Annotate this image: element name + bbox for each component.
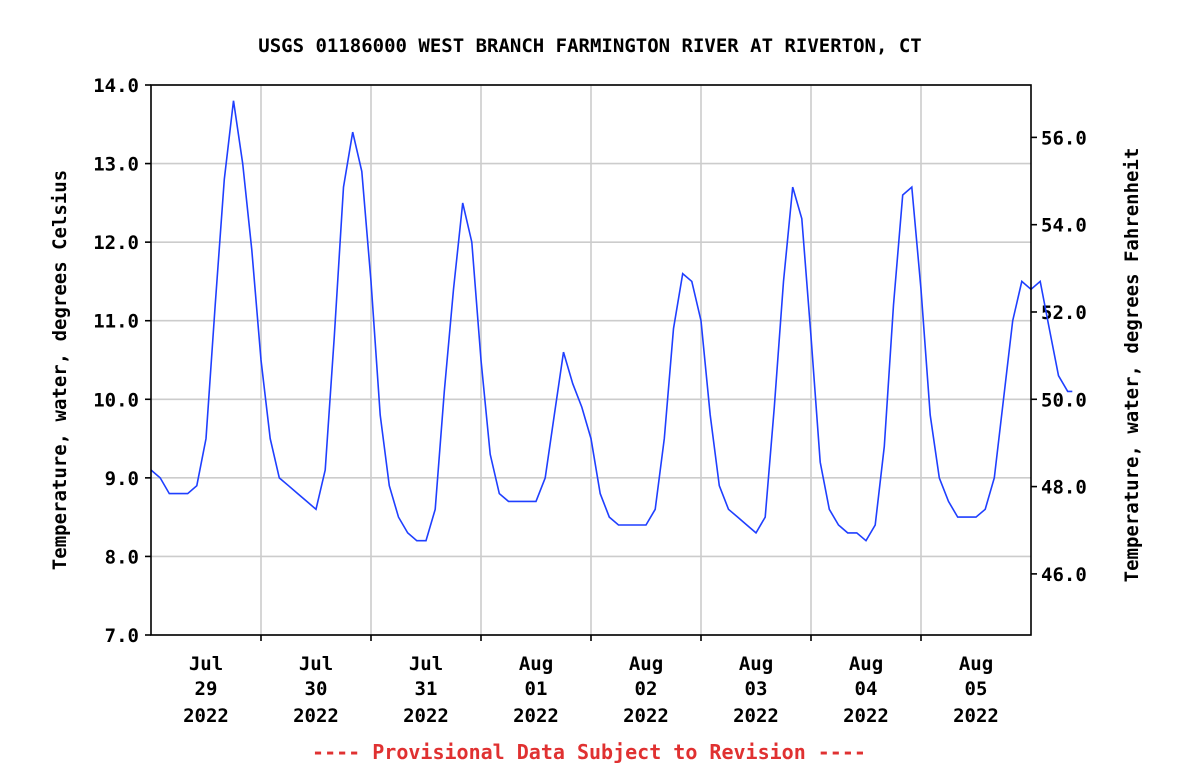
x-tick-month: Jul	[299, 653, 333, 675]
x-tick-month: Aug	[959, 653, 993, 675]
x-tick-year: 2022	[623, 705, 669, 727]
series-line	[150, 100, 1073, 542]
y-right-tick-label: 48.0	[1041, 477, 1087, 499]
y-axis-right-tick-labels: 56.0 54.0 52.0 50.0 48.0 46.0	[1041, 127, 1087, 586]
x-axis-tick-labels: Jul 29 2022 Jul 30 2022 Jul 31 2022 Aug 01 2022 Aug 0…	[183, 653, 999, 727]
x-tick-year: 2022	[183, 705, 229, 727]
x-tick-year: 2022	[403, 705, 449, 727]
x-tick-day: 29	[195, 678, 218, 700]
axis-ticks	[145, 84, 1037, 641]
x-tick-year: 2022	[843, 705, 889, 727]
x-tick-year: 2022	[953, 705, 999, 727]
y-right-tick-label: 46.0	[1041, 564, 1087, 586]
x-tick-day: 05	[965, 678, 988, 700]
y-left-tick-label: 9.0	[105, 468, 139, 490]
x-tick-year: 2022	[733, 705, 779, 727]
y-left-tick-label: 12.0	[93, 232, 139, 254]
x-tick-day: 31	[415, 678, 438, 700]
x-tick-year: 2022	[293, 705, 339, 727]
y-axis-left-label: Temperature, water, degrees Celsius	[49, 170, 71, 570]
x-tick-label: Jul 29 2022	[183, 653, 229, 727]
x-tick-month: Aug	[849, 653, 883, 675]
x-tick-day: 01	[525, 678, 548, 700]
provisional-data-notice: ---- Provisional Data Subject to Revisio…	[312, 740, 866, 764]
x-tick-year: 2022	[513, 705, 559, 727]
x-tick-label: Aug 05 2022	[953, 653, 999, 727]
x-tick-label: Jul 30 2022	[293, 653, 339, 727]
y-right-tick-label: 50.0	[1041, 389, 1087, 411]
x-tick-label: Aug 04 2022	[843, 653, 889, 727]
y-left-tick-label: 7.0	[105, 625, 139, 647]
y-left-tick-label: 10.0	[93, 389, 139, 411]
x-tick-day: 02	[635, 678, 658, 700]
y-left-tick-label: 11.0	[93, 311, 139, 333]
x-tick-day: 03	[745, 678, 768, 700]
y-right-tick-label: 52.0	[1041, 302, 1087, 324]
y-left-tick-label: 14.0	[93, 75, 139, 97]
x-tick-month: Aug	[519, 653, 553, 675]
x-tick-day: 30	[305, 678, 328, 700]
y-axis-right-label: Temperature, water, degrees Fahrenheit	[1121, 148, 1143, 583]
x-tick-label: Jul 31 2022	[403, 653, 449, 727]
y-right-tick-label: 54.0	[1041, 215, 1087, 237]
y-axis-left-tick-labels: 14.0 13.0 12.0 11.0 10.0 9.0 8.0 7.0	[93, 75, 139, 647]
x-tick-month: Jul	[189, 653, 223, 675]
x-tick-label: Aug 03 2022	[733, 653, 779, 727]
plot-frame	[150, 84, 1032, 636]
y-left-tick-label: 13.0	[93, 154, 139, 176]
chart-title: USGS 01186000 WEST BRANCH FARMINGTON RIV…	[258, 35, 921, 57]
y-left-tick-label: 8.0	[105, 546, 139, 568]
y-right-tick-label: 56.0	[1041, 127, 1087, 149]
x-tick-month: Aug	[629, 653, 663, 675]
x-tick-month: Aug	[739, 653, 773, 675]
x-tick-month: Jul	[409, 653, 443, 675]
x-tick-label: Aug 02 2022	[623, 653, 669, 727]
x-tick-label: Aug 01 2022	[513, 653, 559, 727]
x-tick-day: 04	[855, 678, 878, 700]
grid	[151, 84, 1031, 636]
